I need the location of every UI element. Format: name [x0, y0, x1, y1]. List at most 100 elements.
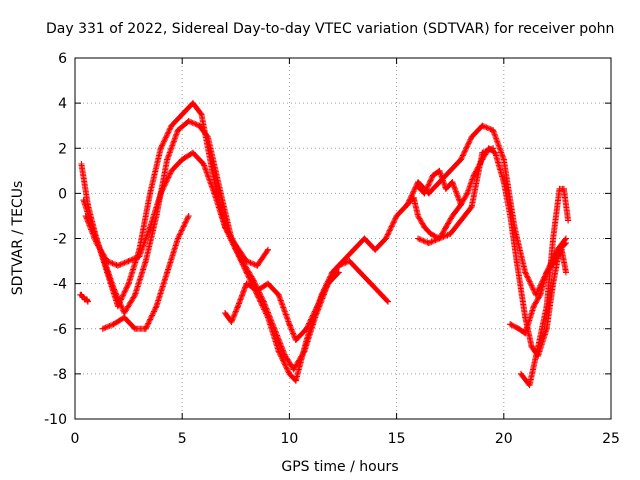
chart-title: Day 331 of 2022, Sidereal Day-to-day VTE… [46, 21, 614, 37]
data-point [372, 246, 379, 253]
data-point [132, 291, 139, 298]
data-point [522, 269, 529, 276]
data-point [168, 167, 175, 174]
data-point [121, 314, 128, 321]
data-point [104, 258, 111, 265]
data-point [314, 303, 321, 310]
y-tick-label: -6 [53, 322, 67, 338]
data-point [436, 167, 443, 174]
data-point [565, 217, 572, 224]
data-point [324, 280, 331, 287]
data-point [404, 201, 411, 208]
y-tick-label: 2 [58, 141, 67, 157]
data-point [125, 258, 132, 265]
y-axis-label: SDTVAR / TECUs [10, 181, 26, 296]
data-point [558, 246, 565, 253]
data-point [357, 269, 364, 276]
data-point [110, 285, 117, 292]
data-point [174, 235, 181, 242]
data-point [425, 240, 432, 247]
data-point [393, 212, 400, 219]
data-point [301, 348, 308, 355]
series-points [77, 291, 91, 305]
data-point [222, 224, 229, 231]
data-point [168, 122, 175, 129]
data-point [234, 303, 241, 310]
series-track-7 [415, 167, 464, 208]
data-point [367, 280, 374, 287]
y-tick-label: -4 [53, 277, 67, 293]
data-point [346, 258, 353, 265]
series-track-10 [77, 291, 91, 305]
data-point [500, 156, 507, 163]
y-tick-label: 4 [58, 96, 67, 112]
data-point [468, 203, 475, 210]
data-point [421, 224, 428, 231]
x-tick-label: 20 [495, 431, 513, 447]
x-axis-label: GPS time / hours [281, 459, 398, 475]
data-point [228, 318, 235, 325]
data-point [174, 127, 181, 134]
x-tick-label: 15 [388, 431, 406, 447]
data-point [382, 235, 389, 242]
data-point [290, 366, 297, 373]
data-point [415, 212, 422, 219]
data-point [185, 212, 192, 219]
data-point [200, 161, 207, 168]
data-point [147, 190, 154, 197]
data-point [196, 122, 203, 129]
data-point [99, 325, 106, 332]
data-point [132, 325, 139, 332]
data-point [292, 337, 299, 344]
data-point [80, 197, 87, 204]
data-point [550, 235, 557, 242]
data-point [442, 185, 449, 192]
grid-layer [75, 58, 611, 419]
data-point [93, 240, 100, 247]
series-track-4 [99, 212, 192, 332]
data-point [211, 190, 218, 197]
data-point [385, 298, 392, 305]
data-point [457, 201, 464, 208]
y-tick-label: -8 [53, 367, 67, 383]
data-point [164, 156, 171, 163]
data-point [449, 212, 456, 219]
data-point [490, 127, 497, 134]
x-tick-label: 0 [71, 431, 80, 447]
data-point [442, 224, 449, 231]
data-point [430, 172, 437, 179]
data-point [232, 242, 239, 249]
data-point [153, 303, 160, 310]
data-point [249, 276, 256, 283]
x-tick-label: 10 [280, 431, 298, 447]
y-tick-label: 6 [58, 51, 67, 67]
data-point [243, 258, 250, 265]
data-point [515, 325, 522, 332]
data-point [464, 190, 471, 197]
data-point [415, 183, 422, 190]
data-point [110, 321, 117, 328]
data-point [157, 145, 164, 152]
data-point [335, 262, 342, 269]
data-point [522, 330, 529, 337]
data-point [526, 382, 533, 389]
data-point [264, 280, 271, 287]
data-point [264, 246, 271, 253]
data-point [114, 262, 121, 269]
data-point [84, 298, 91, 305]
data-point [303, 325, 310, 332]
data-point [421, 190, 428, 197]
data-point [185, 118, 192, 125]
series-track-11 [415, 145, 497, 247]
data-point [415, 235, 422, 242]
data-point [436, 235, 443, 242]
data-point [447, 230, 454, 237]
series-track-9 [517, 185, 572, 389]
data-point [449, 179, 456, 186]
data-point [179, 156, 186, 163]
data-point [535, 343, 542, 350]
data-point [189, 100, 196, 107]
data-point [136, 253, 143, 260]
data-point [260, 298, 267, 305]
data-point [204, 133, 211, 140]
